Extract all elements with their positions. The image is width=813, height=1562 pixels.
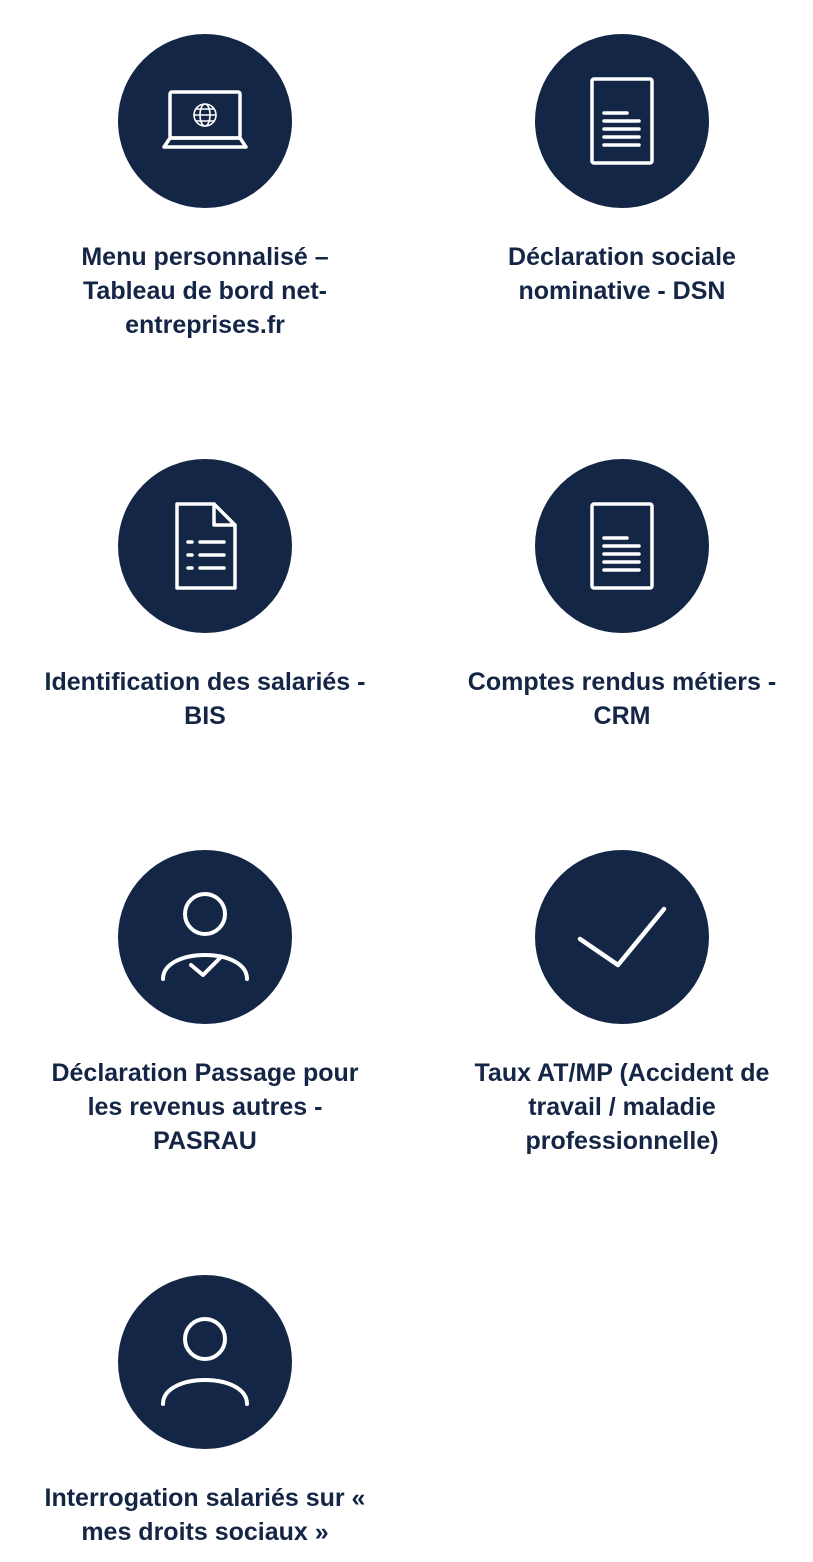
service-label: Déclaration Passage pour les revenus aut… bbox=[51, 1059, 359, 1155]
service-icon-circle bbox=[535, 34, 709, 208]
user-check-icon bbox=[161, 892, 249, 981]
service-icon-circle bbox=[535, 459, 709, 633]
service-tile-crm[interactable]: Comptes rendus métiers - CRM bbox=[442, 459, 802, 733]
service-tile-menu[interactable]: Menu personnalisé – Tableau de bord net-… bbox=[25, 34, 385, 342]
checkmark-icon bbox=[577, 906, 667, 968]
service-tile-pasrau[interactable]: Déclaration Passage pour les revenus aut… bbox=[25, 850, 385, 1158]
service-label: Interrogation salariés sur « mes droits … bbox=[44, 1484, 366, 1546]
service-tile-atmp[interactable]: Taux AT/MP (Accident de travail / maladi… bbox=[442, 850, 802, 1158]
laptop-globe-icon bbox=[162, 90, 248, 149]
document-lines-icon bbox=[590, 502, 654, 590]
user-icon bbox=[161, 1317, 249, 1406]
service-label: Identification des salariés - BIS bbox=[44, 668, 366, 730]
service-label: Menu personnalisé – Tableau de bord net-… bbox=[81, 243, 329, 339]
service-tile-dsn[interactable]: Déclaration sociale nominative - DSN bbox=[442, 34, 802, 308]
service-label: Comptes rendus métiers - CRM bbox=[467, 668, 777, 730]
service-label: Déclaration sociale nominative - DSN bbox=[508, 243, 736, 305]
service-icon-circle bbox=[118, 1275, 292, 1449]
document-list-icon bbox=[175, 502, 237, 590]
service-icon-circle bbox=[118, 459, 292, 633]
service-icon-circle bbox=[118, 34, 292, 208]
service-tile-droits[interactable]: Interrogation salariés sur « mes droits … bbox=[25, 1275, 385, 1549]
service-label: Taux AT/MP (Accident de travail / maladi… bbox=[474, 1059, 770, 1155]
service-icon-circle bbox=[118, 850, 292, 1024]
service-tile-bis[interactable]: Identification des salariés - BIS bbox=[25, 459, 385, 733]
document-lines-icon bbox=[590, 77, 654, 165]
service-icon-circle bbox=[535, 850, 709, 1024]
